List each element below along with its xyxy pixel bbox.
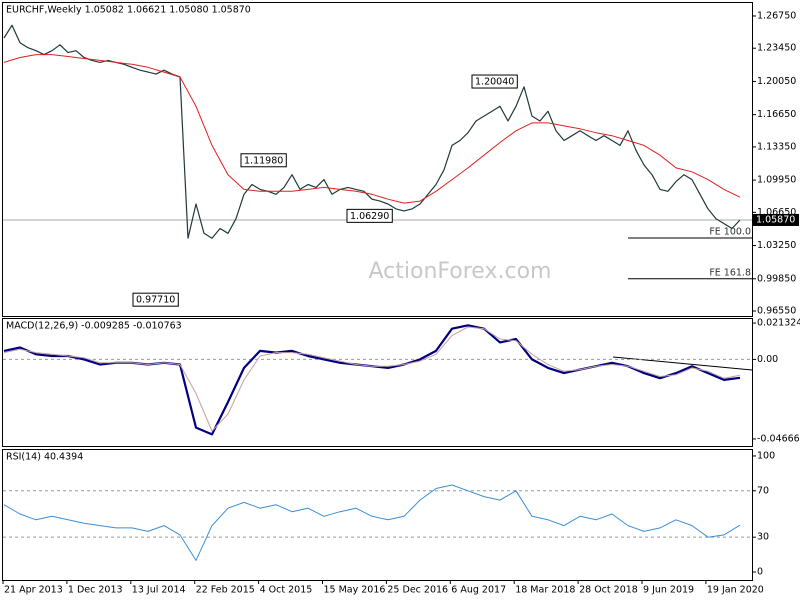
y-tick-label: 1.06650 — [757, 207, 796, 218]
annotation-box — [240, 153, 287, 168]
last-price-box — [753, 213, 799, 226]
y-tick-label: 70 — [757, 485, 769, 496]
y-tick-label: 1.23450 — [757, 43, 796, 54]
price-title: EURCHF,Weekly 1.05082 1.06621 1.05080 1.… — [6, 5, 251, 16]
annotation: 1.11980 — [240, 153, 287, 168]
annotation-label: 1.06290 — [350, 211, 389, 222]
x-tick-label: 6 Aug 2017 — [451, 585, 506, 596]
annotation: 1.06290 — [346, 208, 393, 223]
x-tick-label: 25 Dec 2016 — [387, 585, 448, 596]
level-label: FE 161.8 — [709, 267, 751, 278]
y-tick-label: -0.046663 — [757, 433, 800, 444]
series-line — [3, 54, 741, 204]
x-tick-label: 9 Jun 2019 — [643, 585, 694, 596]
annotation-label: 0.97710 — [136, 295, 175, 306]
watermark: ActionForex.com — [369, 259, 552, 284]
rsi-title: RSI(14) 40.4394 — [6, 452, 83, 463]
y-tick-label: 0.00 — [757, 354, 778, 365]
price-panel — [2, 2, 753, 317]
series-line — [3, 24, 741, 239]
series-line — [3, 484, 741, 561]
annotation: 1.20040 — [471, 74, 518, 89]
annotation-label: 1.20040 — [475, 77, 514, 88]
annotation-box — [346, 208, 393, 223]
macd-title: MACD(12,26,9) -0.009285 -0.010763 — [6, 321, 182, 332]
level-label: FE 100.0 — [709, 227, 751, 238]
annotation-label: 1.11980 — [244, 155, 283, 166]
y-tick-label: 1.09950 — [757, 175, 796, 186]
y-tick-label: 1.20050 — [757, 76, 796, 87]
annotation: 0.97710 — [132, 292, 179, 307]
x-tick-label: 19 Jan 2020 — [707, 585, 764, 596]
x-tick-label: 4 Oct 2015 — [260, 585, 313, 596]
last-price-label: 1.05870 — [756, 214, 795, 225]
x-tick-label: 1 Dec 2013 — [68, 585, 123, 596]
annotation-box — [471, 74, 518, 89]
macd-panel — [2, 318, 753, 447]
y-tick-label: 1.16650 — [757, 109, 796, 120]
x-tick-label: 28 Oct 2018 — [579, 585, 638, 596]
x-tick-label: 15 May 2016 — [324, 585, 386, 596]
trend-line — [612, 356, 753, 371]
x-tick-label: 13 Jul 2014 — [132, 585, 186, 596]
y-tick-label: 30 — [757, 532, 769, 543]
y-tick-label: 1.03250 — [757, 240, 796, 251]
y-tick-label: 0.021324 — [757, 318, 800, 329]
y-tick-label: 0.96550 — [757, 306, 796, 317]
x-tick-label: 21 Apr 2013 — [4, 585, 63, 596]
annotation-box — [132, 292, 179, 307]
y-tick-label: 0 — [757, 566, 763, 577]
x-tick-label: 22 Feb 2015 — [196, 585, 255, 596]
y-tick-label: 1.26750 — [757, 10, 796, 21]
series-line — [3, 326, 741, 432]
y-tick-label: 0.99850 — [757, 273, 796, 284]
y-tick-label: 1.13350 — [757, 141, 796, 152]
rsi-panel — [2, 449, 753, 581]
y-tick-label: 100 — [757, 450, 775, 461]
x-tick-label: 18 Mar 2018 — [515, 585, 575, 596]
